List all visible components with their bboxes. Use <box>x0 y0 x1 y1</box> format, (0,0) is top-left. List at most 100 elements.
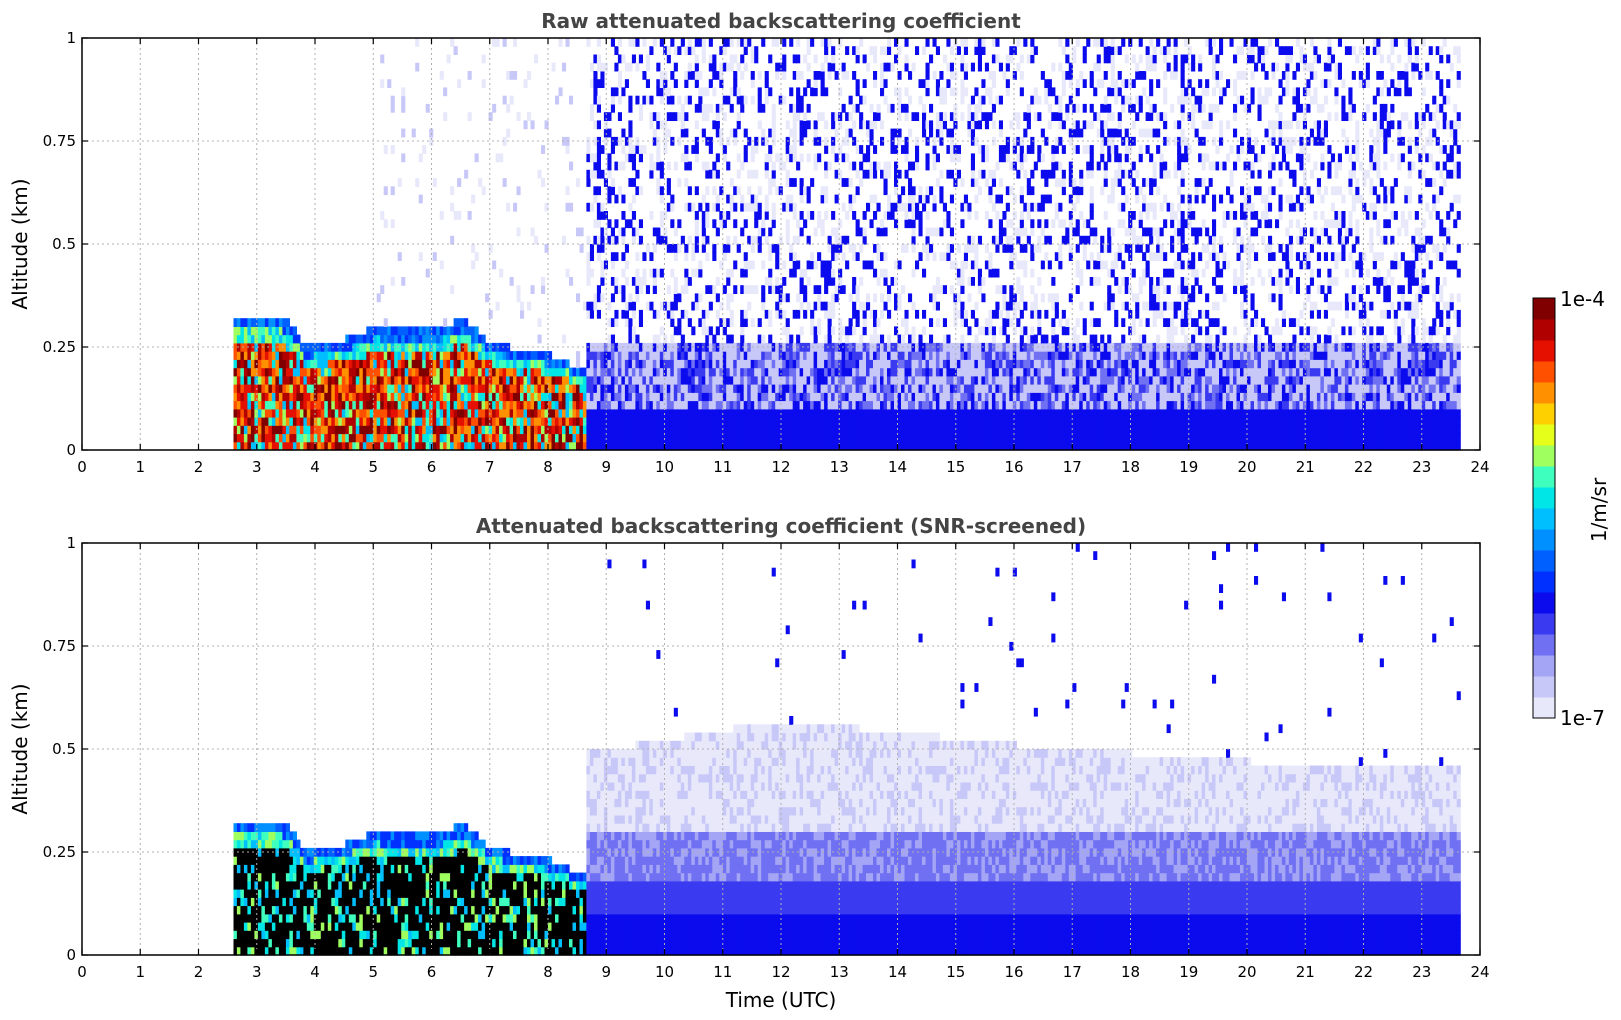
heatmap-cell <box>946 244 951 253</box>
heatmap-cell <box>348 400 353 410</box>
heatmap-cell <box>977 38 982 47</box>
heatmap-cell <box>852 342 857 352</box>
heatmap-cell <box>859 367 864 377</box>
heatmap-cell <box>635 145 640 154</box>
heatmap-cell <box>775 260 780 270</box>
heatmap-cell <box>600 375 605 385</box>
heatmap-cell <box>422 359 427 369</box>
heatmap-cell <box>348 408 353 418</box>
heatmap-cell <box>771 417 776 426</box>
heatmap-data <box>233 38 1461 451</box>
heatmap-cell <box>1030 309 1035 319</box>
heatmap-cell <box>443 408 448 418</box>
heatmap-cell <box>1012 326 1017 336</box>
heatmap-cell <box>355 425 360 435</box>
heatmap-cell <box>712 433 717 443</box>
heatmap-cell <box>701 112 706 121</box>
heatmap-cell <box>834 375 839 385</box>
heatmap-cell <box>771 375 776 385</box>
heatmap-cell <box>977 186 982 196</box>
heatmap-cell <box>761 400 766 410</box>
heatmap-cell <box>925 375 930 385</box>
heatmap-cell <box>310 400 315 410</box>
heatmap-cell <box>890 145 895 154</box>
heatmap-cell <box>708 400 713 410</box>
heatmap-cell <box>474 384 479 393</box>
heatmap-cell <box>866 359 871 369</box>
heatmap-cell <box>450 400 455 410</box>
heatmap-cell <box>380 359 385 369</box>
heatmap-cell <box>478 334 483 344</box>
heatmap-cell <box>520 417 525 426</box>
heatmap-cell <box>264 334 269 344</box>
heatmap-cell <box>334 441 339 451</box>
heatmap-cell <box>565 202 570 212</box>
heatmap-cell <box>516 112 521 121</box>
heatmap-cell <box>401 95 406 105</box>
heatmap-cell <box>628 145 633 154</box>
heatmap-cell <box>408 359 413 369</box>
heatmap-cell <box>841 400 846 410</box>
heatmap-cell <box>852 103 857 113</box>
heatmap-cell <box>243 408 248 418</box>
heatmap-cell <box>817 441 822 451</box>
heatmap-cell <box>768 359 773 369</box>
heatmap-cell <box>670 425 675 435</box>
heatmap-cell <box>981 408 986 418</box>
heatmap-cell <box>1026 417 1031 426</box>
heatmap-cell <box>736 112 741 121</box>
heatmap-cell <box>261 367 266 377</box>
heatmap-cell <box>974 211 979 220</box>
heatmap-cell <box>450 38 455 47</box>
heatmap-cell <box>422 334 427 344</box>
heatmap-cell <box>845 441 850 451</box>
heatmap-cell <box>334 351 339 360</box>
heatmap-cell <box>684 268 689 278</box>
heatmap-cell <box>782 359 787 369</box>
heatmap-cell <box>698 400 703 410</box>
heatmap-cell <box>450 367 455 377</box>
heatmap-cell <box>586 202 591 212</box>
heatmap-cell <box>628 400 633 410</box>
heatmap-cell <box>523 359 528 369</box>
heatmap-cell <box>796 417 801 426</box>
heatmap-cell <box>722 244 727 253</box>
heatmap-cell <box>876 161 881 171</box>
heatmap-cell <box>624 375 629 385</box>
heatmap-cell <box>876 334 881 344</box>
heatmap-cell <box>635 293 640 303</box>
heatmap-cell <box>719 79 724 88</box>
heatmap-cell <box>656 235 661 245</box>
heatmap-cell <box>362 367 367 377</box>
heatmap-cell <box>911 425 916 435</box>
heatmap-cell <box>1019 351 1024 360</box>
heatmap-cell <box>778 62 783 72</box>
heatmap-cell <box>901 351 906 360</box>
heatmap-cell <box>684 79 689 88</box>
heatmap-cell <box>355 441 360 451</box>
heatmap-cell <box>432 326 437 336</box>
heatmap-cell <box>443 326 448 336</box>
heatmap-cell <box>925 87 930 97</box>
heatmap-cell <box>247 384 252 393</box>
heatmap-cell <box>579 425 584 435</box>
heatmap-cell <box>408 392 413 402</box>
heatmap-cell <box>673 244 678 253</box>
heatmap-cell <box>1002 211 1007 220</box>
heatmap-cell <box>380 351 385 360</box>
heatmap-cell <box>698 408 703 418</box>
heatmap-cell <box>341 367 346 377</box>
heatmap-cell <box>243 334 248 344</box>
heatmap-cell <box>977 392 982 402</box>
heatmap-cell <box>317 384 322 393</box>
heatmap-cell <box>432 392 437 402</box>
heatmap-cell <box>988 268 993 278</box>
heatmap-cell <box>855 219 860 229</box>
heatmap-cell <box>460 417 465 426</box>
heatmap-cell <box>425 384 430 393</box>
heatmap-cell <box>586 309 591 319</box>
heatmap-cell <box>981 95 986 105</box>
heatmap-cell <box>848 161 853 171</box>
heatmap-cell <box>810 367 815 377</box>
heatmap-cell <box>733 359 738 369</box>
